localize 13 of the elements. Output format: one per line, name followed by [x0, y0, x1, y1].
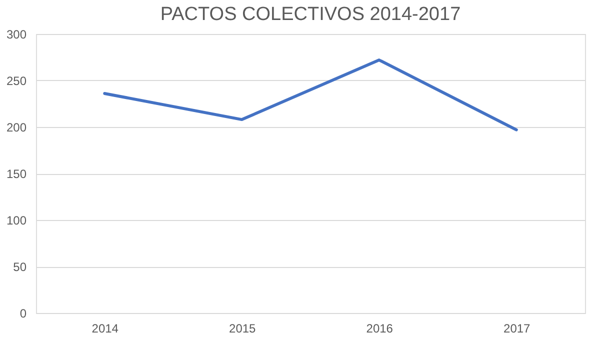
x-tick-label: 2014 — [92, 322, 119, 336]
y-tick-label: 100 — [6, 214, 27, 228]
y-tick-label: 300 — [6, 28, 27, 42]
y-tick-label: 0 — [20, 306, 27, 320]
y-tick-label: 200 — [6, 120, 27, 134]
y-tick-label: 150 — [6, 167, 27, 181]
x-tick-label: 2015 — [229, 322, 256, 336]
y-tick-label: 250 — [6, 74, 27, 88]
x-tick-label: 2017 — [504, 322, 531, 336]
y-tick-label: 50 — [13, 260, 27, 274]
x-tick-label: 2016 — [366, 322, 394, 336]
chart-title: PACTOS COLECTIVOS 2014-2017 — [160, 4, 461, 25]
line-series — [103, 58, 518, 132]
